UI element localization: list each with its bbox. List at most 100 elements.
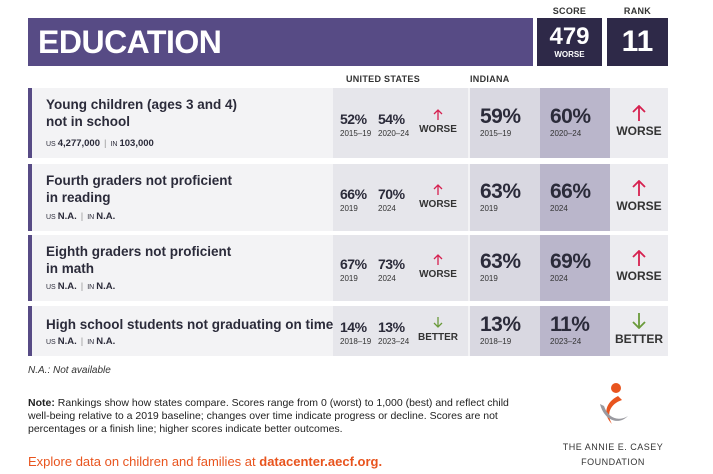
state-period: 2018–19 [480,337,512,346]
state-cell [470,88,540,158]
us-value: 73% [378,256,405,272]
count-part: US [46,214,56,221]
table-row: High school students not graduating on t… [28,306,668,356]
us-period: 2019 [340,274,358,283]
score-box: 479 WORSE [537,18,602,66]
counts: US 4,277,000 | IN 103,000 [46,138,154,149]
trend-arrow [632,179,646,196]
table-row: Young children (ages 3 and 4) not in sch… [28,88,668,158]
row-label: High school students not graduating on t… [46,317,334,332]
footnote: N.A.: Not available [28,365,111,376]
rank-label: RANK [623,6,652,16]
state-trend: WORSE [616,124,662,138]
us-trend: WORSE [419,198,457,210]
us-value: 52% [340,111,367,127]
us-period: 2020–24 [378,129,410,138]
us-value: 67% [340,256,367,272]
state-value: 63% [480,179,521,203]
state-value: 59% [480,105,521,128]
divider: | [80,336,84,347]
count-part: IN [110,141,118,148]
rank: 11 [621,25,654,58]
counts: US N.A. | IN N.A. [46,281,115,292]
count-part: N.A. [57,211,77,222]
state-period: 2023–24 [550,337,582,346]
state-value: 69% [550,250,591,273]
note-label: Note: [28,397,55,409]
row-accent [28,306,32,356]
state-value: 63% [480,250,521,273]
trend-arrow [433,109,443,120]
state-change-cell [610,88,668,158]
us-cell [333,88,468,158]
logo-text: THE ANNIE E. CASEY FOUNDATION [553,440,673,470]
counts: US N.A. | IN N.A. [46,336,115,347]
state-trend: WORSE [616,269,662,283]
state-cell [470,306,540,356]
row-label: Young children (ages 3 and 4) not in sch… [46,97,238,129]
divider: | [104,138,107,149]
us-trend: WORSE [419,124,457,135]
state-value: 66% [550,179,591,203]
count-part: N.A. [57,281,77,292]
row-accent [28,164,32,231]
count-part: IN [87,339,95,346]
us-cell [333,235,468,301]
count-part: IN [87,214,95,221]
link-url[interactable]: datacenter.aecf.org. [259,454,383,469]
state-latest-cell [540,164,610,231]
state-period: 2015–19 [480,129,512,138]
count-part: N.A. [96,211,116,222]
link-line: Explore data on children and families at… [28,454,382,469]
count-part: IN [87,284,95,291]
us-cell [333,164,468,231]
count-part: US [46,284,56,291]
state-change-cell [610,235,668,301]
logo-line: FOUNDATION [581,457,645,467]
us-period: 2023–24 [378,337,410,346]
score: 479 [549,23,590,50]
state-period: 2024 [550,203,568,213]
count-part: US [46,141,56,148]
state-period: 2019 [480,274,498,283]
table-row: Eighth graders not proficient in math US N… [28,235,668,301]
us-trend: BETTER [418,332,458,343]
trend-arrow [433,317,443,328]
trend-arrow [632,105,646,121]
column-state: INDIANA [470,74,510,84]
state-period: 2020–24 [550,129,582,138]
table-row: Fourth graders not proficient in reading… [28,164,668,231]
state-trend: WORSE [616,198,662,213]
divider: | [80,281,84,292]
us-period: 2019 [340,203,358,213]
note: Note: Rankings show how states compare. … [28,397,528,436]
divider: | [80,211,84,222]
column-us: UNITED STATES [345,74,421,84]
us-value: 13% [378,319,405,335]
state-latest-cell [540,306,610,356]
trend-arrow [433,183,443,195]
state-trend: BETTER [615,332,663,346]
state-cell [470,164,540,231]
row-accent [28,235,32,301]
rank-box: 11 [607,18,668,66]
logo-line: THE ANNIE E. CASEY [562,442,664,452]
title-bar: EDUCATION [28,18,533,66]
trend-arrow [632,250,646,266]
state-value: 11% [550,313,590,336]
count-part: 103,000 [119,138,154,149]
trend-arrow [632,313,646,329]
us-value: 66% [340,185,367,202]
us-period: 2015–19 [340,129,372,138]
score-note: WORSE [554,50,585,59]
link-text: Explore data on children and families at [28,454,256,469]
us-value: 14% [340,319,367,335]
us-cell [333,306,468,356]
us-value: 54% [378,111,405,127]
note-text: Rankings show how states compare. Scores… [28,397,509,435]
us-trend: WORSE [419,269,457,280]
state-change-cell [610,164,668,231]
state-latest-cell [540,88,610,158]
title: EDUCATION [38,24,222,60]
